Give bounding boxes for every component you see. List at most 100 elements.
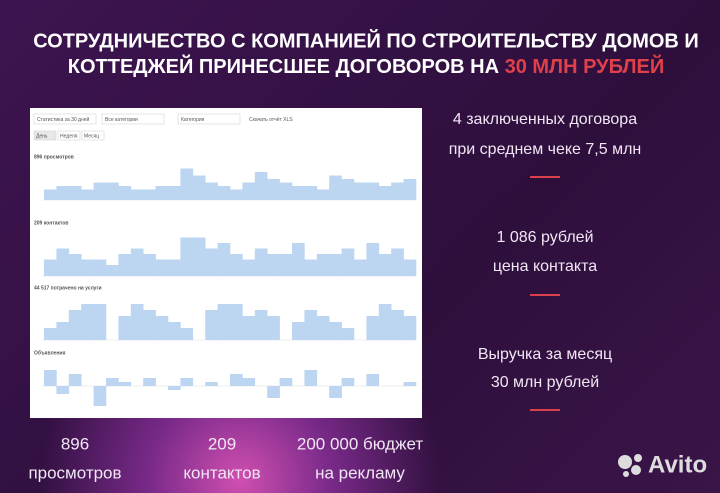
stat-line: Выручка за месяц [478, 346, 612, 363]
bar [56, 386, 70, 394]
bar [304, 310, 318, 340]
bar [329, 386, 342, 398]
bar [366, 182, 380, 200]
bar [217, 243, 231, 276]
title-line: СОТРУДНИЧЕСТВО С КОМПАНИЕЙ ПО СТРОИТЕЛЬС… [33, 28, 699, 52]
bar [106, 265, 119, 276]
bar [403, 259, 417, 276]
tab[interactable] [33, 130, 57, 141]
bar [81, 304, 94, 340]
bar [130, 304, 144, 340]
bar [155, 259, 169, 276]
bar [168, 259, 181, 276]
bar [143, 378, 156, 386]
bar [155, 186, 169, 200]
bar [329, 322, 342, 340]
bar [93, 386, 107, 406]
bar [180, 328, 194, 340]
bar [118, 254, 132, 276]
bar [391, 182, 404, 200]
bar [118, 382, 132, 386]
bar [192, 237, 206, 276]
tab[interactable] [81, 130, 105, 141]
bar [68, 254, 82, 276]
bar [391, 310, 404, 340]
bar [81, 189, 94, 200]
tab-label[interactable]: Неделя [60, 133, 78, 139]
bar [354, 259, 367, 276]
bar [168, 386, 181, 390]
bar [279, 254, 293, 276]
bar [68, 186, 82, 200]
bar [304, 186, 318, 200]
bar [279, 182, 293, 200]
bar [143, 310, 156, 340]
bar [230, 254, 243, 276]
bar [254, 172, 268, 200]
bar [93, 259, 107, 276]
control-label[interactable]: Все категории [105, 117, 138, 123]
bar [403, 179, 417, 200]
bar [230, 304, 243, 340]
bar [155, 316, 169, 340]
bar [267, 254, 280, 276]
control-label[interactable]: Скачать отчёт XLS [249, 117, 293, 123]
stat-line: 1 086 рублей [497, 229, 594, 246]
bar [366, 316, 380, 340]
bar [254, 310, 268, 340]
bar [279, 378, 293, 386]
bar [56, 248, 70, 276]
bar [378, 254, 392, 276]
control-label[interactable]: Категория [181, 117, 205, 123]
bar [217, 304, 231, 340]
tab-label[interactable]: Месяц [84, 133, 99, 139]
bar [192, 175, 206, 200]
bar [391, 248, 404, 276]
bottom-stat: на рекламу [315, 463, 405, 482]
tab[interactable] [57, 130, 81, 141]
stat-line: цена контакта [493, 258, 597, 275]
bar [316, 316, 330, 340]
chart-label: 209 контактов [34, 220, 69, 226]
dropdown [177, 113, 241, 125]
bar [378, 186, 392, 200]
bottom-stat: 200 000 бюджет [297, 434, 423, 453]
tab-label[interactable]: День [36, 133, 48, 139]
bar [217, 186, 231, 200]
bar [68, 310, 82, 340]
bottom-stat: просмотров [28, 463, 121, 482]
bar [267, 316, 280, 340]
bar [267, 179, 280, 200]
chart-label: 896 просмотров [34, 154, 74, 160]
bar [329, 175, 342, 200]
bar [366, 243, 380, 276]
bar [143, 189, 156, 200]
control-label[interactable]: Статистика за 30 дней [37, 116, 90, 123]
bar [304, 259, 318, 276]
bar [168, 322, 181, 340]
bar [93, 304, 107, 340]
bar [68, 374, 82, 386]
bar [205, 382, 218, 386]
bottom-stat: 209 [208, 434, 236, 453]
dropdown [33, 113, 97, 125]
bar [292, 186, 305, 200]
bar [44, 259, 57, 276]
bar [341, 179, 355, 200]
bar [230, 374, 243, 386]
bar [130, 189, 144, 200]
bar [316, 189, 330, 200]
bar [378, 304, 392, 340]
title-highlight: 30 МЛН РУБЛЕЙ [505, 54, 665, 78]
avito-logo: Avito [618, 451, 707, 478]
title-line: КОТТЕДЖЕЙ ПРИНЕСШЕЕ ДОГОВОРОВ НА 30 МЛН … [68, 54, 664, 78]
bar [106, 378, 119, 386]
bar [143, 254, 156, 276]
bar [44, 370, 57, 386]
bar [205, 182, 218, 200]
bar [44, 189, 57, 200]
bar [44, 328, 57, 340]
bar [130, 248, 144, 276]
